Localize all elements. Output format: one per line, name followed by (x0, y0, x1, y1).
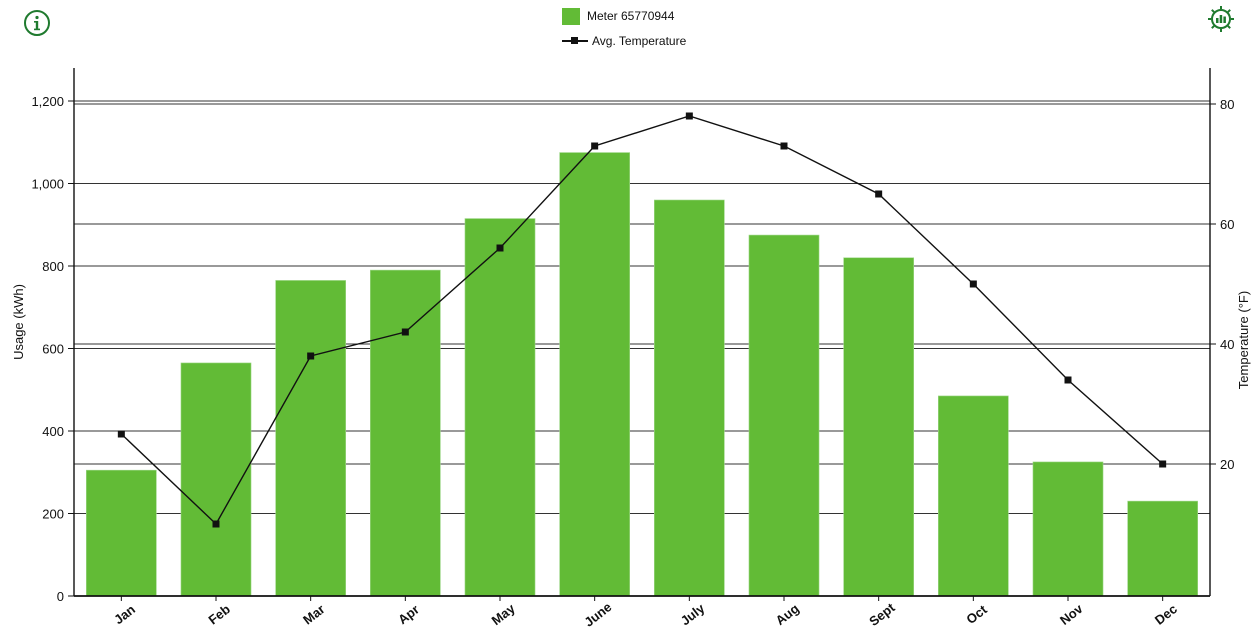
ytick-label-left: 1,200 (31, 94, 64, 109)
ytick-label-right: 40 (1220, 337, 1234, 352)
usage-bar-nov (1032, 461, 1104, 597)
temperature-point-oct (969, 280, 977, 288)
xtick-label-aug: Aug (773, 601, 802, 628)
temperature-point-may (496, 244, 504, 252)
usage-bar-aug (748, 234, 820, 597)
xtick-label-jan: Jan (111, 602, 138, 628)
temperature-point-apr (401, 328, 409, 336)
legend-item-temperature[interactable]: Avg. Temperature (562, 28, 686, 54)
legend-item-meter[interactable]: Meter 65770944 (562, 4, 686, 28)
legend-bar-label: Meter 65770944 (587, 9, 675, 23)
chart-settings-gear-icon[interactable] (1206, 4, 1236, 34)
y-axis-title-left: Usage (kWh) (11, 284, 26, 360)
usage-bar-june (559, 152, 630, 597)
temperature-point-sept (875, 190, 883, 198)
temperature-point-june (591, 142, 599, 150)
ytick-label-left: 800 (42, 259, 64, 274)
gridlines (74, 100, 1210, 514)
ytick-label-right: 60 (1220, 217, 1234, 232)
ytick-label-left: 600 (42, 342, 64, 357)
xtick-label-june: June (581, 599, 614, 630)
ytick-label-left: 1,000 (31, 177, 64, 192)
temperature-point-dec (1159, 460, 1167, 468)
temperature-point-july (685, 112, 693, 120)
usage-bars (86, 152, 1198, 597)
y-axis-title-right: Temperature (°F) (1236, 291, 1251, 389)
chart-legend: Meter 65770944 Avg. Temperature (562, 4, 686, 54)
ytick-label-left: 400 (42, 424, 64, 439)
usage-bar-mar (275, 280, 346, 597)
usage-bar-apr (370, 269, 441, 597)
usage-bar-july (654, 199, 725, 597)
ytick-label-right: 20 (1220, 457, 1234, 472)
xtick-label-sept: Sept (866, 599, 898, 629)
xtick-label-oct: Oct (963, 601, 990, 627)
temperature-point-feb (212, 520, 220, 528)
temperature-polyline (120, 115, 1164, 526)
ytick-label-right: 80 (1220, 97, 1234, 112)
info-icon[interactable] (22, 8, 52, 38)
usage-bar-sept (843, 257, 914, 597)
temperature-point-nov (1064, 376, 1072, 384)
axes (68, 68, 1216, 601)
temperature-line (117, 112, 1167, 528)
legend-line-swatch (562, 36, 588, 46)
temperature-point-aug (780, 142, 788, 150)
xtick-label-may: May (489, 600, 519, 628)
temperature-point-mar (307, 352, 315, 360)
legend-line-label: Avg. Temperature (592, 34, 687, 48)
usage-bar-oct (938, 395, 1009, 597)
xtick-label-dec: Dec (1152, 601, 1180, 628)
xtick-label-apr: Apr (395, 602, 422, 628)
usage-bar-may (464, 218, 536, 597)
xtick-label-july: July (678, 600, 708, 628)
xtick-label-feb: Feb (206, 601, 233, 627)
xtick-label-mar: Mar (300, 601, 327, 627)
ytick-label-left: 0 (57, 589, 64, 604)
ytick-label-left: 200 (42, 507, 64, 522)
legend-bar-swatch (562, 7, 580, 25)
xtick-label-nov: Nov (1057, 601, 1086, 628)
temperature-point-jan (117, 430, 125, 438)
usage-bar-feb (180, 362, 252, 597)
usage-bar-jan (86, 469, 157, 597)
usage-bar-dec (1127, 500, 1198, 597)
